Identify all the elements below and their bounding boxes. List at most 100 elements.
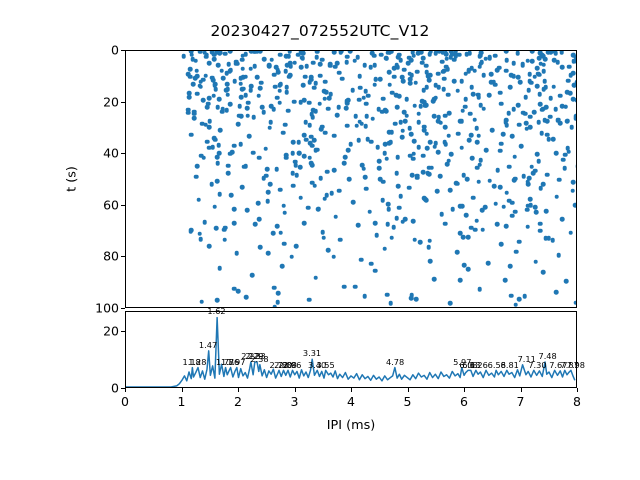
scatter-point (288, 60, 293, 66)
scatter-point (525, 207, 530, 212)
scatter-point (373, 220, 378, 226)
scatter-point (344, 123, 350, 129)
scatter-point (408, 131, 414, 137)
scatter-point (365, 136, 371, 142)
scatter-point (234, 250, 240, 256)
scatter-point (205, 139, 210, 145)
scatter-point (399, 74, 405, 80)
histogram-peak-label: 1.97 (227, 357, 246, 368)
scatter-point (285, 108, 291, 113)
scatter-point (477, 64, 483, 70)
scatter-point (336, 70, 342, 75)
scatter-point (354, 123, 359, 128)
scatter-point (273, 65, 279, 70)
scatter-point (344, 59, 350, 65)
scatter-point (308, 75, 314, 80)
histogram-peak-label: 2.80 (274, 359, 293, 370)
scatter-point (537, 91, 542, 97)
scatter-point (571, 52, 576, 57)
scatter-point (181, 53, 186, 59)
scatter-point (232, 143, 237, 148)
scatter-point (425, 171, 430, 176)
scatter-point (439, 59, 445, 65)
scatter-point (424, 69, 430, 75)
scatter-point (466, 69, 472, 74)
scatter-point (206, 243, 212, 249)
scatter-point (491, 183, 497, 189)
scatter-point (556, 253, 562, 258)
scatter-point (275, 300, 281, 305)
scatter-point (397, 205, 402, 210)
scatter-point (424, 146, 430, 151)
scatter-point (489, 80, 494, 85)
scatter-point (386, 140, 392, 146)
scatter-point (221, 76, 226, 81)
scatter-point (346, 147, 351, 153)
scatter-point (225, 87, 231, 92)
scatter-point (287, 74, 292, 79)
scatter-point (521, 174, 527, 179)
scatter-point (415, 69, 420, 75)
scatter-point (335, 61, 340, 66)
scatter-point (569, 125, 575, 130)
scatter-point (268, 103, 274, 109)
scatter-point (272, 84, 278, 90)
scatter-point (306, 100, 312, 105)
scatter-point (329, 190, 334, 196)
scatter-point (451, 79, 457, 84)
scatter-point (274, 224, 280, 229)
scatter-point (416, 144, 421, 150)
histogram-axes (125, 311, 577, 388)
scatter-point (498, 148, 503, 153)
scatter-point (542, 117, 548, 123)
scatter-point (494, 68, 500, 73)
scatter-point (445, 92, 451, 97)
scatter-point (487, 178, 493, 184)
scatter-point (248, 83, 254, 89)
scatter-point (478, 158, 484, 163)
scatter-point (342, 154, 348, 160)
scatter-point (510, 213, 515, 218)
scatter-point (455, 131, 461, 137)
scatter-point (313, 148, 318, 153)
scatter-point (506, 111, 511, 116)
hist-y-tick-label: 20 (103, 323, 119, 339)
scatter-point (267, 63, 272, 69)
scatter-point (493, 53, 498, 59)
scatter-point (424, 131, 430, 136)
scatter-point (325, 248, 331, 253)
histogram-peak-label: 5.97 (453, 357, 472, 368)
scatter-point (378, 52, 384, 57)
scatter-point (516, 296, 522, 302)
scatter-point (226, 163, 231, 168)
scatter-point (317, 73, 323, 79)
x-tick-label: 5 (403, 394, 412, 409)
scatter-point (254, 51, 260, 54)
scatter-point (421, 127, 427, 133)
scatter-point (516, 74, 521, 80)
scatter-point (439, 211, 445, 217)
scatter-point (469, 65, 475, 71)
scatter-point (503, 51, 509, 54)
scatter-point (526, 175, 532, 181)
scatter-point (502, 278, 508, 283)
scatter-point (540, 270, 546, 275)
scatter-point (517, 239, 522, 245)
scatter-point (258, 245, 263, 250)
scatter-point (336, 105, 342, 110)
scatter-point (551, 84, 557, 90)
scatter-point (418, 51, 424, 55)
x-tick-mark (181, 388, 183, 392)
scatter-point (426, 244, 432, 250)
y-tick-mark (121, 256, 125, 258)
scatter-point (248, 87, 253, 93)
scatter-point (394, 215, 400, 221)
scatter-point (429, 165, 434, 170)
scatter-point (227, 69, 233, 74)
histogram-peak-label: 2.96 (283, 359, 302, 370)
scatter-point (244, 208, 250, 213)
scatter-point (485, 261, 491, 266)
scatter-point (301, 97, 307, 103)
scatter-point (222, 237, 227, 243)
